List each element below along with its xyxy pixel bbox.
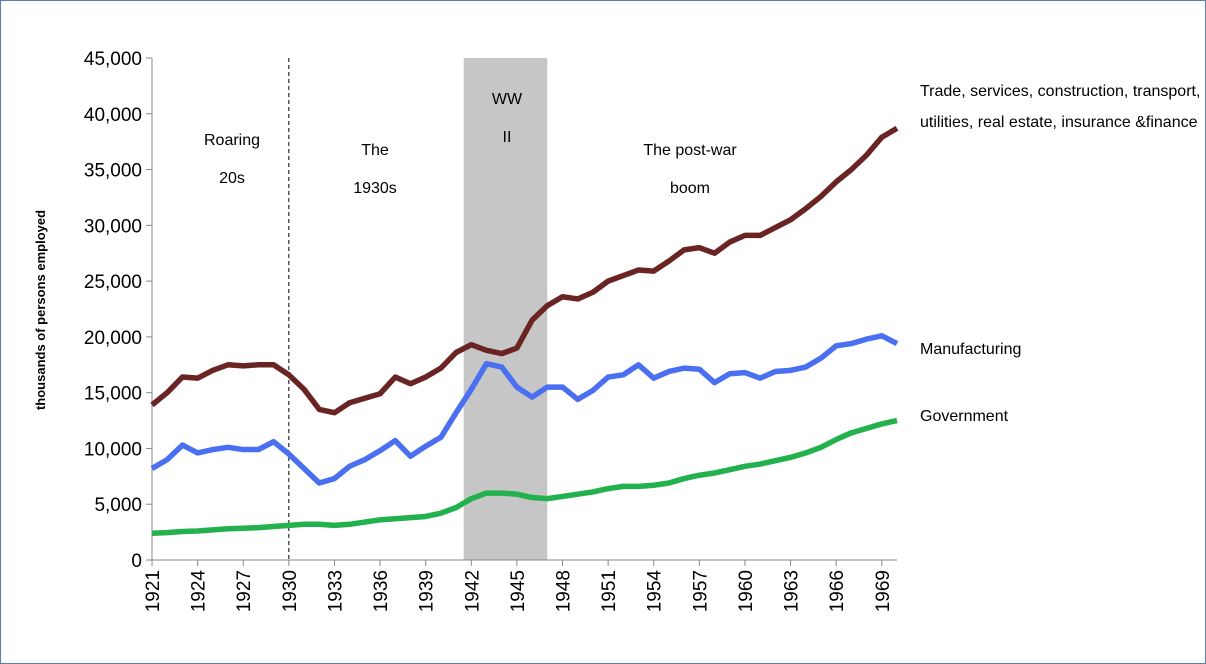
annotation: WW — [492, 91, 523, 108]
x-tick-label: 1963 — [782, 570, 803, 612]
legend-entry: Government — [920, 408, 1009, 425]
y-tick-label: 10,000 — [84, 439, 142, 460]
y-tick-label: 40,000 — [84, 105, 142, 126]
x-tick-label: 1945 — [508, 570, 529, 612]
y-tick-label: 30,000 — [84, 216, 142, 237]
annotation: The — [361, 142, 389, 159]
x-tick-label: 1948 — [554, 570, 575, 612]
x-tick-label: 1957 — [690, 570, 711, 612]
y-tick-label: 0 — [131, 551, 142, 572]
x-tick-label: 1921 — [143, 570, 164, 612]
x-tick-label: 1924 — [189, 570, 210, 613]
shaded-span — [463, 58, 548, 560]
annotation: II — [503, 129, 512, 146]
x-tick-label: 1927 — [234, 570, 255, 612]
y-tick-label: 20,000 — [84, 328, 142, 349]
x-tick-label: 1933 — [325, 570, 346, 612]
y-tick-label: 45,000 — [84, 49, 142, 70]
y-tick-label: 35,000 — [84, 161, 142, 182]
series-line — [151, 417, 898, 536]
y-tick-label: 5,000 — [94, 495, 142, 516]
annotation: 1930s — [353, 180, 397, 197]
annotation: The post-war — [643, 142, 737, 159]
x-tick-label: 1951 — [599, 570, 620, 612]
x-tick-label: 1960 — [736, 570, 757, 612]
x-tick-label: 1969 — [873, 570, 894, 612]
x-tick-label: 1930 — [280, 570, 301, 612]
series-line — [150, 333, 899, 486]
legend-entry: Manufacturing — [920, 341, 1022, 358]
annotation: Roaring — [204, 132, 260, 149]
y-axis-label: thousands of persons employed — [33, 210, 48, 410]
x-tick-label: 1939 — [417, 570, 438, 612]
y-tick-label: 15,000 — [84, 384, 142, 405]
x-tick-label: 1936 — [371, 570, 392, 612]
legend-entry: Trade, services, construction, transport… — [920, 83, 1201, 131]
x-tick-label: 1942 — [462, 570, 483, 612]
series-line — [150, 125, 899, 416]
x-tick-label: 1954 — [645, 570, 666, 613]
x-tick-label: 1966 — [827, 570, 848, 612]
y-tick-label: 25,000 — [84, 272, 142, 293]
annotation: 20s — [219, 170, 245, 187]
annotation: boom — [670, 180, 710, 197]
